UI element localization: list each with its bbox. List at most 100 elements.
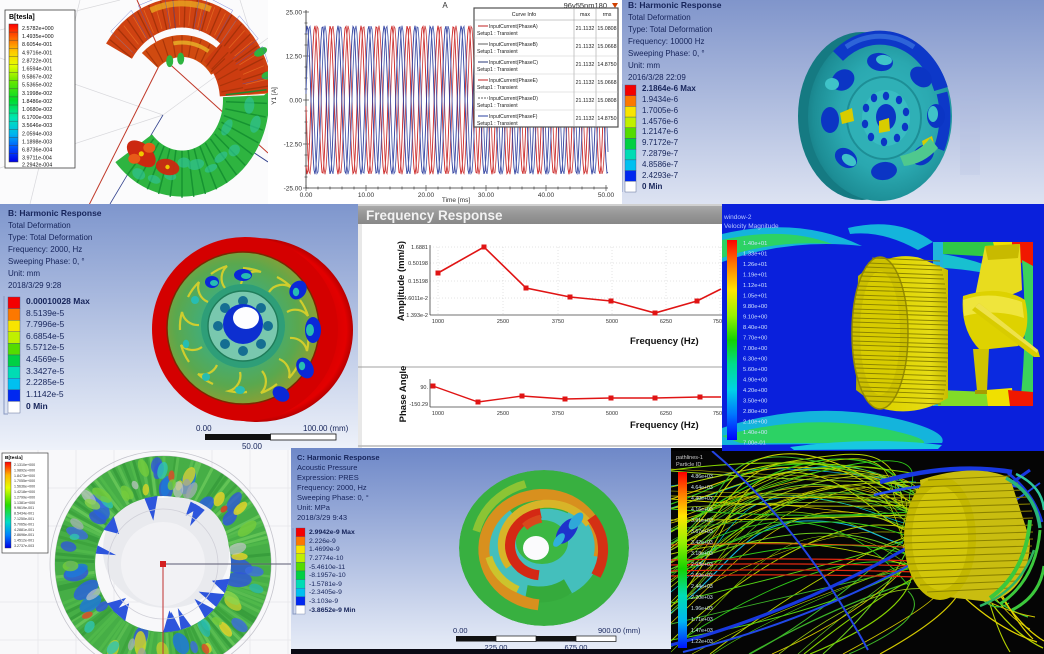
svg-text:rms: rms xyxy=(603,12,612,18)
svg-text:5.5712e-5: 5.5712e-5 xyxy=(26,342,65,352)
svg-text:Total Deformation: Total Deformation xyxy=(628,13,691,22)
svg-text:5000: 5000 xyxy=(606,319,618,325)
svg-text:3750: 3750 xyxy=(552,411,564,417)
svg-text:14.8750: 14.8750 xyxy=(597,116,616,122)
svg-text:1.71e+03: 1.71e+03 xyxy=(691,617,713,623)
svg-text:InputCurrent(PhaseD): InputCurrent(PhaseD) xyxy=(489,96,538,102)
svg-text:4.2881e-001: 4.2881e-001 xyxy=(14,528,34,532)
svg-text:2500: 2500 xyxy=(497,411,509,417)
svg-text:2.8696e-001: 2.8696e-001 xyxy=(14,533,34,537)
svg-text:4.20e+00: 4.20e+00 xyxy=(743,388,767,394)
svg-text:0 Min: 0 Min xyxy=(26,401,48,411)
svg-text:12.50: 12.50 xyxy=(286,54,303,61)
svg-text:Total Deformation: Total Deformation xyxy=(8,221,71,230)
svg-text:0 Min: 0 Min xyxy=(642,182,663,191)
svg-text:InputCurrent(PhaseF): InputCurrent(PhaseF) xyxy=(489,114,538,120)
svg-text:2.2942e-004: 2.2942e-004 xyxy=(22,163,52,169)
svg-text:-12.50: -12.50 xyxy=(284,142,303,149)
svg-text:1.9434e-6: 1.9434e-6 xyxy=(642,95,679,104)
svg-text:4.40e+03: 4.40e+03 xyxy=(691,496,713,502)
svg-text:2.20e+03: 2.20e+03 xyxy=(691,595,713,601)
svg-text:4.8586e-7: 4.8586e-7 xyxy=(642,160,679,169)
svg-text:Sweeping Phase: 0, °: Sweeping Phase: 0, ° xyxy=(297,493,369,502)
svg-text:Amplitude (mm/s): Amplitude (mm/s) xyxy=(396,241,407,321)
svg-text:1.5636e+000: 1.5636e+000 xyxy=(14,485,35,489)
svg-text:2.1310e+000: 2.1310e+000 xyxy=(14,463,35,467)
svg-text:25.00: 25.00 xyxy=(286,10,303,17)
svg-text:Curve Info: Curve Info xyxy=(512,12,536,18)
svg-text:3.1998e-002: 3.1998e-002 xyxy=(22,91,52,97)
svg-text:-2.3405e-9: -2.3405e-9 xyxy=(309,589,342,596)
svg-text:Setup1 : Transient: Setup1 : Transient xyxy=(477,31,518,37)
svg-text:Setup1 : Transient: Setup1 : Transient xyxy=(477,67,518,73)
svg-text:4.86e+03: 4.86e+03 xyxy=(691,474,713,480)
svg-text:3.9711e-004: 3.9711e-004 xyxy=(22,156,52,162)
svg-text:B: Harmonic Response: B: Harmonic Response xyxy=(628,0,722,10)
svg-text:2.1864e-6 Max: 2.1864e-6 Max xyxy=(642,84,696,93)
svg-text:1.7005e-6: 1.7005e-6 xyxy=(642,106,679,115)
svg-text:Time [ms]: Time [ms] xyxy=(442,197,470,204)
svg-text:2018/3/29 9:28: 2018/3/29 9:28 xyxy=(8,281,62,290)
svg-text:Frequency Response: Frequency Response xyxy=(366,208,503,223)
svg-text:Setup1 : Transient: Setup1 : Transient xyxy=(477,103,518,109)
svg-text:pathlines-1: pathlines-1 xyxy=(676,455,703,461)
svg-text:1.2147e-6: 1.2147e-6 xyxy=(642,127,679,136)
svg-text:2.80e+00: 2.80e+00 xyxy=(743,409,767,415)
svg-text:15.0668: 15.0668 xyxy=(597,80,616,86)
svg-text:Frequency (Hz): Frequency (Hz) xyxy=(630,336,699,347)
svg-text:Frequency (Hz): Frequency (Hz) xyxy=(630,420,699,431)
svg-text:2.93e+03: 2.93e+03 xyxy=(691,562,713,568)
svg-text:Particle ID: Particle ID xyxy=(676,462,701,468)
svg-text:6.1700e-003: 6.1700e-003 xyxy=(22,115,52,121)
svg-text:1000: 1000 xyxy=(432,411,444,417)
svg-text:1.26e+01: 1.26e+01 xyxy=(743,262,767,268)
svg-text:21.1132: 21.1132 xyxy=(576,62,595,68)
svg-text:1.6594e-001: 1.6594e-001 xyxy=(22,67,52,73)
svg-text:-8.1957e-10: -8.1957e-10 xyxy=(309,572,346,579)
svg-text:4.9716e-001: 4.9716e-001 xyxy=(22,50,52,56)
svg-text:Type: Total Deformation: Type: Total Deformation xyxy=(628,25,712,34)
svg-text:1.4512e-001: 1.4512e-001 xyxy=(14,539,34,543)
svg-text:1.40e+00: 1.40e+00 xyxy=(743,430,767,436)
svg-text:21.1132: 21.1132 xyxy=(576,116,595,122)
svg-text:1.393e-2: 1.393e-2 xyxy=(406,313,428,319)
svg-text:1.22e+03: 1.22e+03 xyxy=(691,639,713,645)
svg-text:90.: 90. xyxy=(420,385,428,391)
svg-text:Unit: mm: Unit: mm xyxy=(628,61,660,70)
svg-text:Acoustic Pressure: Acoustic Pressure xyxy=(297,463,357,472)
svg-text:2.8722e-001: 2.8722e-001 xyxy=(22,58,52,64)
svg-text:window-2: window-2 xyxy=(723,214,752,221)
svg-text:1.8486e-002: 1.8486e-002 xyxy=(22,99,52,105)
svg-text:-5.4610e-11: -5.4610e-11 xyxy=(309,564,345,571)
svg-text:1.4935e+000: 1.4935e+000 xyxy=(22,34,54,40)
svg-text:1.47e+03: 1.47e+03 xyxy=(691,628,713,634)
svg-text:900.00 (mm): 900.00 (mm) xyxy=(598,626,641,635)
svg-text:2016/3/28 22:09: 2016/3/28 22:09 xyxy=(628,73,686,82)
svg-text:9.80e+00: 9.80e+00 xyxy=(743,304,767,310)
svg-text:4.6011e-2: 4.6011e-2 xyxy=(404,296,428,302)
svg-text:0.00: 0.00 xyxy=(300,192,313,199)
svg-text:21.1132: 21.1132 xyxy=(576,98,595,104)
svg-text:675.00: 675.00 xyxy=(565,643,588,652)
svg-text:B: Harmonic Response: B: Harmonic Response xyxy=(8,208,102,218)
svg-text:5.7065e-001: 5.7065e-001 xyxy=(14,522,34,526)
svg-text:1.33e+01: 1.33e+01 xyxy=(743,252,767,258)
svg-text:-150.29: -150.29 xyxy=(409,402,428,408)
svg-text:4.90e+00: 4.90e+00 xyxy=(743,378,767,384)
svg-text:2.4293e-7: 2.4293e-7 xyxy=(642,171,679,180)
svg-text:3.3427e-5: 3.3427e-5 xyxy=(26,366,65,376)
svg-text:15.0668: 15.0668 xyxy=(597,44,616,50)
svg-text:Frequency: 10000 Hz: Frequency: 10000 Hz xyxy=(628,37,705,46)
svg-text:3.91e+03: 3.91e+03 xyxy=(691,518,713,524)
svg-text:1.12e+01: 1.12e+01 xyxy=(743,283,767,289)
svg-text:15.0808: 15.0808 xyxy=(597,98,616,104)
svg-text:-25.00: -25.00 xyxy=(284,186,303,193)
svg-text:1.96e+03: 1.96e+03 xyxy=(691,606,713,612)
svg-text:InputCurrent(PhaseC): InputCurrent(PhaseC) xyxy=(489,60,538,66)
svg-text:1.0680e-002: 1.0680e-002 xyxy=(22,107,52,113)
svg-text:6.6854e-5: 6.6854e-5 xyxy=(26,331,65,341)
svg-text:8.6054e-001: 8.6054e-001 xyxy=(22,42,52,48)
svg-text:1.2799e+000: 1.2799e+000 xyxy=(14,495,35,499)
svg-text:Setup1 : Transient: Setup1 : Transient xyxy=(477,121,518,127)
svg-text:21.1132: 21.1132 xyxy=(576,44,595,50)
